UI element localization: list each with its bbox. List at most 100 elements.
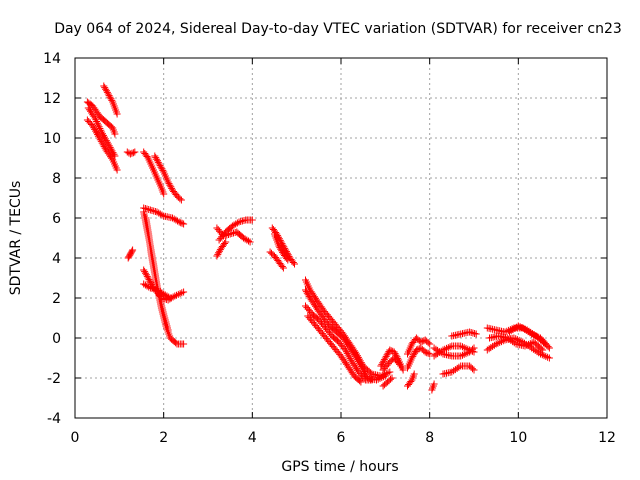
data-point <box>489 342 497 350</box>
data-point <box>151 152 159 160</box>
data-point <box>128 247 136 255</box>
data-point <box>521 325 529 333</box>
data-point <box>529 345 537 353</box>
data-point <box>380 373 388 381</box>
data-point <box>455 363 463 371</box>
data-point <box>435 348 443 356</box>
data-point <box>165 293 173 301</box>
data-point <box>441 345 449 353</box>
data-point <box>466 346 474 354</box>
data-point <box>141 268 149 276</box>
data-point <box>126 150 134 158</box>
data-point <box>410 370 418 378</box>
data-point <box>178 289 186 297</box>
data-point <box>95 123 103 131</box>
data-point <box>520 324 528 332</box>
data-point <box>391 350 399 358</box>
data-point <box>424 349 432 357</box>
data-point <box>156 162 164 170</box>
chart-title: Day 064 of 2024, Sidereal Day-to-day VTE… <box>54 21 622 37</box>
data-point <box>111 130 119 138</box>
x-tick-label: 4 <box>248 430 257 446</box>
data-point <box>284 256 292 264</box>
data-point <box>159 166 167 174</box>
data-point <box>470 366 478 374</box>
data-point <box>360 374 368 382</box>
data-point <box>537 350 544 358</box>
data-point <box>291 260 298 268</box>
data-point <box>101 133 108 141</box>
data-point <box>507 327 515 335</box>
data-point <box>277 245 285 253</box>
data-point <box>104 90 112 98</box>
data-point <box>457 342 465 350</box>
y-tick-label: 10 <box>43 131 61 147</box>
y-tick-label: 6 <box>52 211 61 227</box>
data-point <box>100 82 108 90</box>
data-point <box>171 292 179 300</box>
data-point <box>541 340 549 348</box>
data-point <box>412 346 420 354</box>
data-point <box>93 118 101 125</box>
data-point <box>216 247 223 255</box>
data-point <box>248 216 256 224</box>
data-point <box>113 166 121 174</box>
y-tick-label: 4 <box>52 251 61 267</box>
data-point <box>158 165 166 173</box>
y-tick-label: -4 <box>47 411 61 427</box>
data-point <box>521 342 529 350</box>
data-point <box>540 352 548 360</box>
data-point <box>529 330 536 338</box>
data-point <box>276 244 284 252</box>
data-point <box>492 340 500 348</box>
data-point <box>160 190 168 198</box>
data-point <box>166 294 174 302</box>
data-point <box>213 252 221 260</box>
data-point <box>101 84 109 92</box>
data-point <box>108 96 116 104</box>
data-point <box>510 339 518 347</box>
data-point <box>129 149 137 157</box>
x-tick-label: 2 <box>159 430 168 446</box>
data-point <box>245 237 252 245</box>
data-point <box>411 349 419 357</box>
data-point <box>152 154 160 162</box>
data-point <box>509 326 517 334</box>
data-point <box>379 359 387 367</box>
data-point <box>388 374 396 382</box>
data-point <box>457 352 465 360</box>
data-point <box>537 345 545 353</box>
x-axis-label: GPS time / hours <box>281 459 398 475</box>
data-point <box>105 92 113 100</box>
data-point <box>221 240 229 247</box>
data-point <box>423 349 431 357</box>
data-point <box>92 116 100 124</box>
x-tick-label: 12 <box>598 430 616 446</box>
data-point <box>383 351 391 359</box>
data-point <box>544 353 552 361</box>
data-point <box>434 350 442 358</box>
data-point <box>303 289 311 297</box>
plot-frame <box>74 57 608 419</box>
data-point <box>145 276 153 284</box>
data-point <box>302 286 309 294</box>
data-point <box>381 372 389 380</box>
data-point <box>154 157 161 165</box>
data-point <box>103 87 110 95</box>
data-point <box>128 149 136 157</box>
data-point <box>396 360 403 368</box>
data-point <box>246 238 254 246</box>
data-point <box>487 344 495 352</box>
data-point <box>93 119 101 127</box>
data-point <box>158 211 166 219</box>
y-tick-label: 12 <box>43 91 61 107</box>
data-point <box>145 283 153 291</box>
data-point <box>496 338 504 346</box>
x-tick-label: 0 <box>71 430 80 446</box>
data-point <box>545 344 553 352</box>
data-point <box>113 110 121 118</box>
data-point <box>462 344 470 352</box>
data-point <box>417 338 425 346</box>
